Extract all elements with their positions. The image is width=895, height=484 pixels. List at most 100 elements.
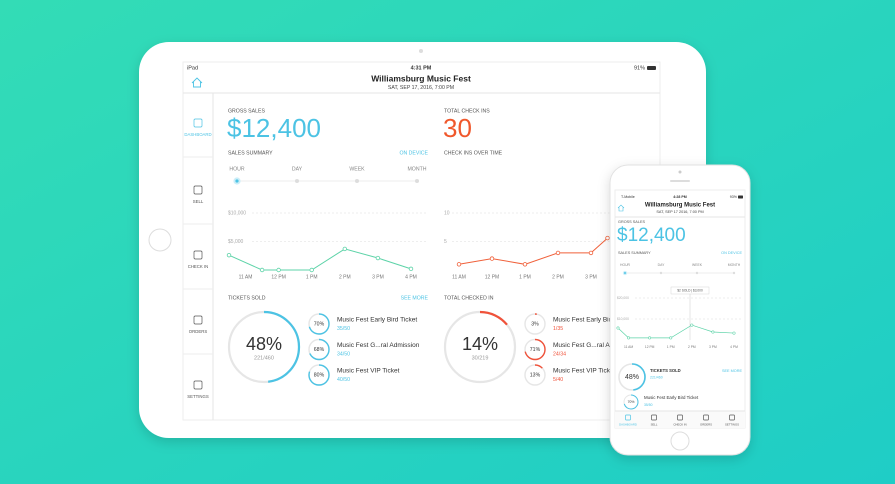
- section-title: TICKETS SOLD: [650, 368, 681, 373]
- nav-item[interactable]: SELL: [193, 199, 204, 204]
- data-point: [375, 255, 381, 261]
- nav-item[interactable]: SETTINGS: [187, 394, 209, 399]
- section-title: SALES SUMMARY: [618, 251, 651, 255]
- range-option[interactable]: DAY: [292, 166, 303, 172]
- status-battery: 93%: [730, 195, 738, 199]
- range-option[interactable]: WEEK: [692, 263, 703, 267]
- home-icon[interactable]: [617, 204, 625, 212]
- nav-icon: [193, 250, 203, 260]
- data-point: [627, 336, 631, 340]
- data-point: [555, 250, 561, 256]
- item-percent: 70%: [314, 321, 325, 327]
- data-line: [458, 237, 608, 265]
- tab-item[interactable]: ORDERS: [700, 423, 712, 427]
- ticket-name[interactable]: Music Fest Early Bird Ticket: [553, 317, 633, 324]
- x-tick-label: 12 PM: [271, 274, 285, 280]
- ticket-name[interactable]: Music Fest VIP Ticket: [553, 368, 616, 375]
- donut-arc: [623, 394, 639, 410]
- nav-item[interactable]: DASHBOARD: [184, 132, 211, 137]
- event-title: Williamsburg Music Fest: [645, 203, 715, 209]
- status-device: iPad: [187, 65, 198, 71]
- range-dot: [295, 179, 299, 183]
- x-tick-label: 12 PM: [485, 274, 499, 280]
- tab-item[interactable]: DASHBOARD: [619, 423, 637, 427]
- item-percent: 80%: [314, 372, 325, 378]
- data-point: [456, 262, 462, 267]
- section-title: CHECK INS OVER TIME: [444, 150, 503, 156]
- ticket-count: 35/50: [337, 326, 350, 332]
- data-point: [669, 336, 673, 340]
- tab-item[interactable]: CHECK IN: [673, 423, 686, 427]
- nav-item[interactable]: CHECK IN: [188, 264, 209, 269]
- range-dot: [732, 271, 736, 275]
- data-point: [522, 262, 528, 267]
- ipad-camera: [419, 49, 423, 53]
- donut-arc: [308, 338, 330, 361]
- nav-icon: [677, 414, 683, 421]
- donut-arc: [618, 363, 646, 391]
- range-option[interactable]: DAY: [658, 263, 665, 267]
- metric-value: $12,400: [227, 113, 321, 143]
- x-tick-label: 11 AM: [452, 274, 466, 280]
- data-point: [690, 323, 694, 327]
- x-tick-label: 1 PM: [667, 345, 675, 349]
- ticket-count: 40/50: [337, 377, 350, 383]
- data-point: [342, 246, 348, 252]
- tab-item[interactable]: SETTINGS: [725, 423, 739, 427]
- section-link[interactable]: ON DEVICE: [399, 150, 428, 156]
- y-tick-label: $5,000: [228, 239, 244, 245]
- donut-percent: 14%: [462, 334, 498, 354]
- section-link[interactable]: SEE MORE: [722, 369, 743, 373]
- event-date: SAT, SEP 17, 2016, 7:00 PM: [388, 85, 454, 91]
- data-point: [259, 267, 265, 273]
- range-option[interactable]: HOUR: [620, 263, 631, 267]
- data-point: [588, 250, 594, 256]
- range-option[interactable]: MONTH: [407, 166, 426, 172]
- range-option[interactable]: WEEK: [349, 166, 365, 172]
- nav-icon: [651, 414, 657, 421]
- x-tick-label: 2 PM: [688, 345, 696, 349]
- range-option[interactable]: HOUR: [229, 166, 245, 172]
- phone-speaker: [670, 180, 690, 182]
- nav-icon: [193, 118, 203, 128]
- x-tick-label: 3 PM: [372, 274, 384, 280]
- ticket-count: 5/40: [553, 377, 563, 383]
- ticket-name[interactable]: Music Fest Early Bird Ticket: [337, 317, 417, 324]
- status-carrier: T-Mobile: [621, 195, 635, 199]
- range-dot: [233, 177, 241, 185]
- status-time: 4:28 PM: [673, 195, 687, 199]
- nav-icon: [703, 414, 709, 421]
- item-percent: 13%: [530, 372, 541, 378]
- ticket-name[interactable]: Music Fest VIP Ticket: [337, 368, 400, 375]
- x-tick-label: 4 PM: [730, 345, 738, 349]
- y-tick-label: $20,000: [617, 296, 629, 300]
- donut-arc: [443, 310, 517, 384]
- range-dot: [355, 179, 359, 183]
- section-link[interactable]: SEE MORE: [401, 295, 429, 301]
- range-option[interactable]: MONTH: [728, 263, 741, 267]
- data-point: [648, 336, 652, 340]
- y-tick-label: $10,000: [228, 210, 246, 216]
- donut-count: 221/460: [650, 375, 663, 379]
- home-icon[interactable]: [191, 77, 203, 88]
- ticket-name[interactable]: Music Fest G...ral Admission: [553, 342, 636, 349]
- event-title: Williamsburg Music Fest: [371, 73, 471, 83]
- ticket-name[interactable]: Music Fest Early Bird Ticket: [644, 395, 699, 400]
- item-percent: 71%: [530, 347, 541, 353]
- phone-camera: [678, 170, 682, 174]
- status-time: 4:31 PM: [411, 65, 432, 71]
- tab-item[interactable]: SELL: [651, 423, 658, 427]
- event-date: SAT, SEP 17 2016, 7:00 PM: [656, 210, 703, 214]
- data-point: [276, 267, 281, 273]
- item-percent: 70%: [628, 400, 635, 404]
- donut-percent: 48%: [625, 374, 639, 381]
- ticket-name[interactable]: Music Fest G...ral Admission: [337, 342, 420, 349]
- y-tick-label: 10: [444, 210, 450, 216]
- nav-item[interactable]: ORDERS: [189, 329, 208, 334]
- tab-bar: [615, 411, 745, 428]
- ipad-home-button: [148, 228, 172, 252]
- section-link[interactable]: ON DEVICE: [721, 251, 742, 255]
- metric-label: TOTAL CHECK INS: [444, 108, 490, 114]
- ipad-app: iPad 4:31 PM 91% Williamsburg Music Fest SAT…: [183, 65, 660, 420]
